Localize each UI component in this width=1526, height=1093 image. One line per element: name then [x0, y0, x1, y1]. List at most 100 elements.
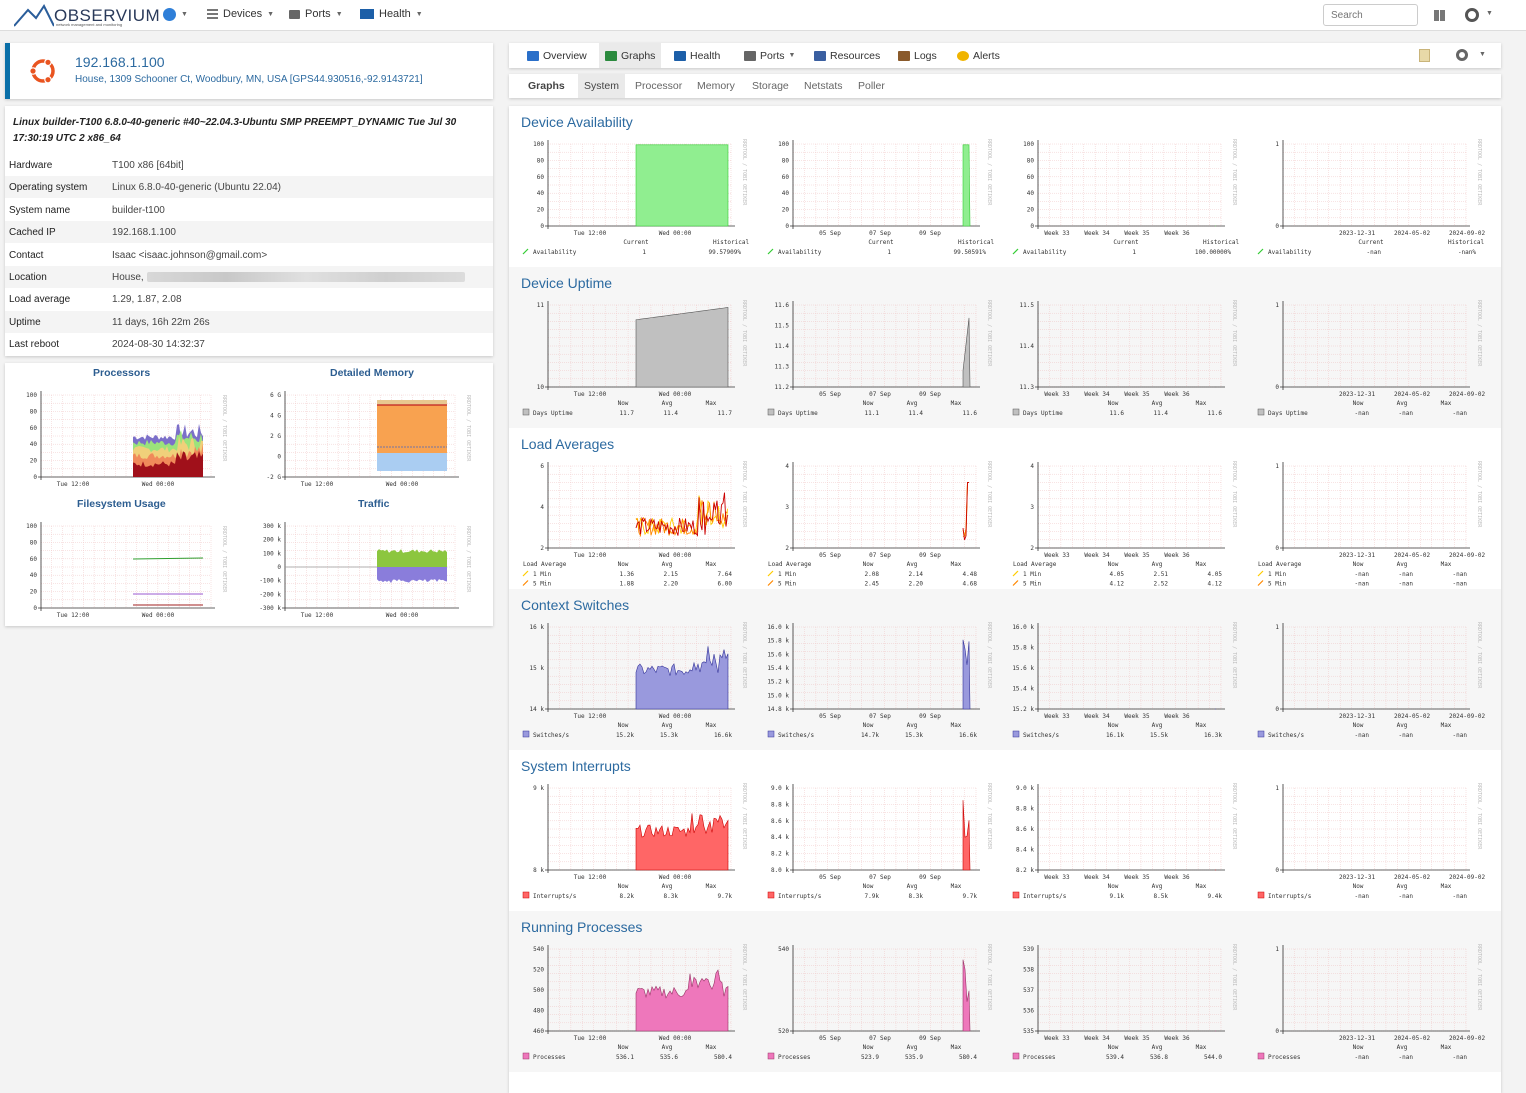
system-graph[interactable]: 16.0 k 15.8 k 15.6 k 15.4 k 15.2 k Week 33 Wee…: [1011, 619, 1251, 749]
gear-icon[interactable]: [1456, 49, 1468, 61]
system-graph[interactable]: 11 10 Tue 12:00 Wed 00:00 RRDTOOL / TOBI OET…: [521, 297, 761, 427]
info-label: Contact: [9, 249, 44, 261]
legend-column-header: Max: [706, 722, 717, 729]
system-graph[interactable]: 540 520 05 Sep 07 Sep 09 Sep RRDTOOL / TOBI O…: [766, 941, 1006, 1071]
devices-menu[interactable]: Devices ▼: [207, 8, 274, 20]
rrdtool-watermark: RRDTOOL / TOBI OETIKER: [1231, 300, 1237, 367]
legend-swatch: [522, 1052, 530, 1060]
subtab-processor[interactable]: Processor: [635, 80, 683, 92]
subtab-poller[interactable]: Poller: [858, 80, 885, 92]
logo-text: OBSERVIUM: [54, 6, 161, 25]
legend-column-header: Max: [1441, 561, 1452, 568]
system-graph[interactable]: 1 0 2023-12-31 2024-05-02 2024-09-02 RRDTOOL …: [1256, 297, 1496, 427]
system-graph[interactable]: 9.0 k 8.8 k 8.6 k 8.4 k 8.2 k Week 33 Week 34 W…: [1011, 780, 1251, 910]
x-tick-label: 07 Sep: [869, 874, 891, 881]
windows-grid-icon[interactable]: [1434, 10, 1445, 21]
system-graph[interactable]: 1 0 2023-12-31 2024-05-02 2024-09-02 RRDTOOL …: [1256, 780, 1496, 910]
chevron-down-icon: ▼: [335, 10, 343, 18]
gear-icon[interactable]: [1465, 8, 1479, 22]
system-graph[interactable]: 9.0 k 8.8 k 8.6 k 8.4 k 8.2 k 8.0 k 05 Sep 07 S…: [766, 780, 1006, 910]
system-graph[interactable]: 11.5 11.4 11.3 Week 33 Week 34 Week 35 Week 36…: [1011, 297, 1251, 427]
device-ip[interactable]: 192.168.1.100: [75, 54, 165, 70]
mini-graph[interactable]: 100 80 60 40 20 0 Tue 12:00 Wed 00:00 RRDTOOL / …: [5, 383, 245, 495]
x-tick-label: Wed 00:00: [659, 391, 692, 398]
legend-series-name: Days Uptime: [1268, 410, 1308, 417]
mini-graph[interactable]: 300 k 200 k 100 k 0 -100 k -200 k -300 k Tue 12…: [249, 514, 489, 626]
subtab-system[interactable]: System: [578, 74, 626, 98]
system-graph[interactable]: 100 80 60 40 20 0 Tue 12:00 Wed 00:00 RRDTOOL / …: [521, 136, 761, 266]
system-graph[interactable]: 4 3 2 05 Sep 07 Sep 09 Sep RRDTOOL / TOBI OETI…: [766, 458, 1006, 588]
legend-value: 535.6: [660, 1054, 678, 1061]
mini-graph[interactable]: 6 G 4 G 2 G 0 -2 G Tue 12:00 Wed 00:00 RRDTOOL …: [249, 383, 489, 495]
y-tick-label: 100: [533, 141, 544, 148]
system-graph[interactable]: 16 k 15 k 14 k Tue 12:00 Wed 00:00 RRDTOOL / …: [521, 619, 761, 749]
system-graph[interactable]: 16.0 k 15.8 k 15.6 k 15.4 k 15.2 k 15.0 k 14.8…: [766, 619, 1006, 749]
system-graph[interactable]: 540 520 500 480 460 Tue 12:00 Wed 00:00 RRDTOOL…: [521, 941, 761, 1071]
legend-series-name: Interrupts/s: [1268, 893, 1312, 900]
chevron-down-icon[interactable]: ▼: [1486, 10, 1493, 17]
y-tick-label: 15.2 k: [1012, 706, 1034, 713]
rrdtool-watermark: RRDTOOL / TOBI OETIKER: [986, 139, 992, 206]
tab-ports[interactable]: Ports ▼: [738, 43, 801, 68]
legend-swatch: [1257, 570, 1264, 577]
system-graph[interactable]: 1 0 2023-12-31 2024-05-02 2024-09-02 RRDTOOL …: [1256, 619, 1496, 749]
tab-logs[interactable]: Logs: [892, 43, 943, 68]
observium-logo[interactable]: OBSERVIUM network management and monitor…: [14, 2, 160, 28]
section-title[interactable]: System Interrupts: [521, 758, 631, 774]
x-tick-label: 2024-05-02: [1394, 1035, 1431, 1042]
section-title[interactable]: Device Availability: [521, 114, 633, 130]
globe-menu[interactable]: ▼: [163, 8, 188, 21]
system-graph[interactable]: 9 k 8 k Tue 12:00 Wed 00:00 RRDTOOL / TOBI O…: [521, 780, 761, 910]
notes-icon[interactable]: [1419, 49, 1430, 62]
legend-series-name: Availability: [1268, 249, 1312, 256]
subtab-memory[interactable]: Memory: [697, 80, 735, 92]
tab-graphs[interactable]: Graphs: [599, 43, 662, 68]
y-tick-label: 8.2 k: [1016, 867, 1034, 874]
system-graph[interactable]: 1 0 2023-12-31 2024-05-02 2024-09-02 RRDTOOL …: [1256, 458, 1496, 588]
chevron-down-icon[interactable]: ▼: [1479, 51, 1486, 58]
y-tick-label: 11.4: [1020, 343, 1035, 350]
health-menu[interactable]: Health ▼: [360, 8, 423, 20]
legend-column-header: Max: [706, 400, 717, 407]
tab-overview[interactable]: Overview: [521, 43, 593, 68]
tab-resources[interactable]: Resources: [808, 43, 886, 68]
section-title[interactable]: Load Averages: [521, 436, 615, 452]
tab-alerts[interactable]: Alerts: [951, 43, 1006, 68]
legend-value: 1: [1132, 249, 1136, 256]
x-tick-label: 09 Sep: [919, 874, 941, 881]
section-title[interactable]: Context Switches: [521, 597, 630, 613]
system-graph[interactable]: 100 80 60 40 20 0 Week 33 Week 34 Week 35 Week 36…: [1011, 136, 1251, 266]
search-input[interactable]: [1323, 4, 1418, 26]
system-graph[interactable]: 4 3 2 Week 33 Week 34 Week 35 Week 36 RRDTOOL /…: [1011, 458, 1251, 588]
system-graph[interactable]: 6 4 2 Tue 12:00 Wed 00:00 RRDTOOL / TOBI OETI…: [521, 458, 761, 588]
x-tick-label: Tue 12:00: [574, 874, 607, 881]
y-tick-label: 0: [1275, 545, 1279, 552]
y-tick-label: 8.8 k: [1016, 806, 1034, 813]
info-row: Contact Isaac <isaac.johnson@gmail.com>: [5, 244, 493, 266]
legend-value: 4.12: [1208, 581, 1223, 588]
legend-column-header: Avg: [1152, 883, 1163, 890]
system-graph[interactable]: 1 0 2023-12-31 2024-05-02 2024-09-02 RRDTOOL …: [1256, 136, 1496, 266]
legend-value: -nan: [1355, 410, 1370, 417]
legend-value: 9.1k: [1110, 893, 1125, 900]
system-graph[interactable]: 100 80 60 40 20 0 05 Sep 07 Sep 09 Sep RRDTOOL / …: [766, 136, 1006, 266]
section-title[interactable]: Running Processes: [521, 919, 643, 935]
legend-series-name: Interrupts/s: [778, 893, 822, 900]
system-graph[interactable]: 1 0 2023-12-31 2024-05-02 2024-09-02 RRDTOOL …: [1256, 941, 1496, 1071]
rrdtool-watermark: RRDTOOL / TOBI OETIKER: [741, 783, 747, 850]
system-graph[interactable]: 11.6 11.5 11.4 11.3 11.2 05 Sep 07 Sep 09 Sep RR…: [766, 297, 1006, 427]
tab-health[interactable]: Health: [668, 43, 726, 68]
traffic-out-area: [377, 567, 447, 583]
redacted-location: [147, 272, 465, 282]
mini-graph[interactable]: 100 80 60 40 20 0 Tue 12:00 Wed 00:00 RRDTOOL / …: [5, 514, 245, 626]
system-graph[interactable]: 539 538 537 536 535 Week 33 Week 34 Week 35 Week…: [1011, 941, 1251, 1071]
subtab-netstats[interactable]: Netstats: [804, 80, 843, 92]
ports-menu[interactable]: Ports ▼: [289, 8, 343, 20]
x-tick-label: Week 36: [1164, 874, 1190, 881]
subtab-storage[interactable]: Storage: [752, 80, 789, 92]
x-tick-label: Week 34: [1084, 1035, 1110, 1042]
x-tick-label: Wed 00:00: [659, 1035, 692, 1042]
legend-value: 6.00: [718, 581, 733, 588]
x-tick-label: Week 36: [1164, 552, 1190, 559]
section-title[interactable]: Device Uptime: [521, 275, 613, 291]
